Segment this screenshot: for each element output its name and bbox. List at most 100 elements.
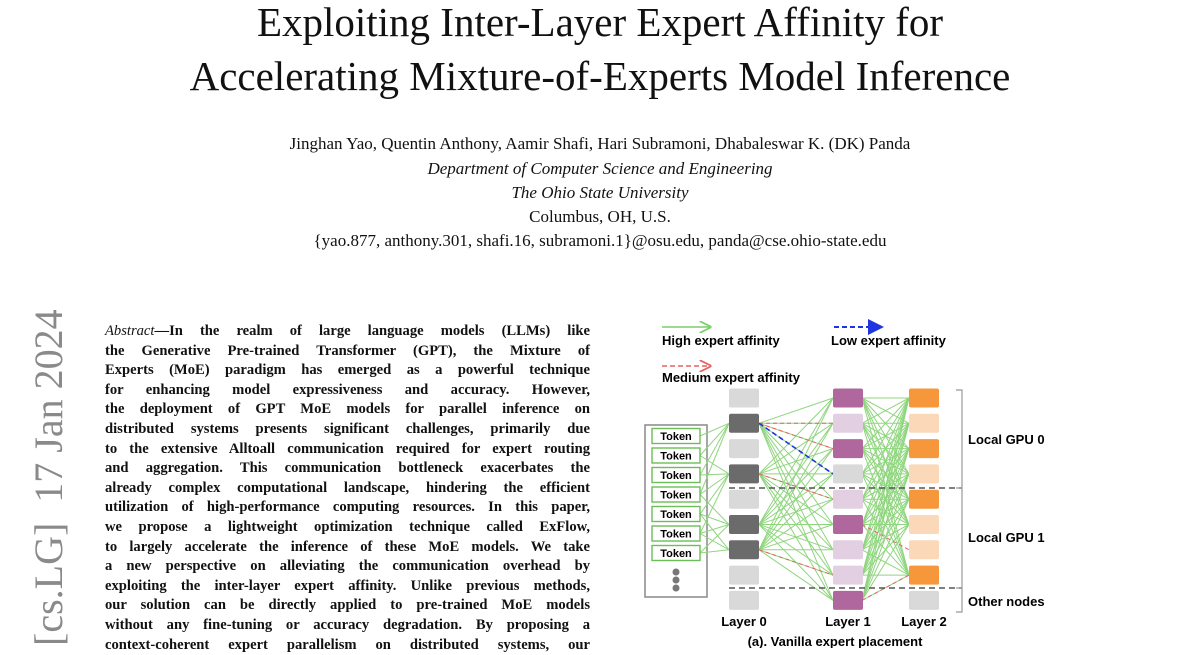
dot xyxy=(672,584,680,592)
token-label: Token xyxy=(660,490,692,502)
expert-node xyxy=(909,464,939,484)
token xyxy=(651,466,701,484)
token xyxy=(651,427,701,445)
expert-node xyxy=(909,540,939,560)
edge xyxy=(758,473,834,551)
token-label: Token xyxy=(660,431,692,443)
layer-label: Layer 2 xyxy=(901,614,947,629)
edge xyxy=(861,397,910,500)
edge xyxy=(861,498,910,601)
edge xyxy=(861,397,910,424)
abstract-text: and aggregation. This communication bott… xyxy=(105,460,590,477)
edge xyxy=(758,397,834,525)
expert-node xyxy=(833,413,863,433)
edge xyxy=(861,397,910,601)
legend-label: High expert affinity xyxy=(662,333,781,348)
abstract-text: the Generative Pre-trained Transformer (… xyxy=(105,342,590,359)
abstract-text: without any fine-tuning or accuracy degr… xyxy=(105,617,590,633)
edge xyxy=(699,473,730,476)
abstract-line: to the extensive Alltoall communication … xyxy=(105,440,590,460)
expert-node xyxy=(909,439,939,459)
edge xyxy=(861,448,910,601)
expert-node xyxy=(833,565,863,585)
caption: (a). Vanilla expert placement xyxy=(748,634,924,648)
edge xyxy=(758,448,834,551)
edge xyxy=(699,473,730,495)
token xyxy=(651,544,701,562)
edge xyxy=(861,397,910,475)
token-label: Token xyxy=(660,470,692,482)
abstract-text: our solution can be directly applied to … xyxy=(105,597,590,614)
abstract-text: we propose a lightweight optimization te… xyxy=(105,519,590,535)
edge xyxy=(699,455,730,475)
abstract-line: our solution can be directly applied to … xyxy=(105,596,590,616)
edge xyxy=(861,397,910,576)
dot xyxy=(672,568,680,576)
edge xyxy=(758,397,834,424)
edge xyxy=(758,549,834,576)
abstract-line: for enhancing model expressiveness and a… xyxy=(105,381,590,401)
edge xyxy=(699,473,730,534)
edge xyxy=(699,533,730,551)
edge xyxy=(758,422,834,450)
abstract-line: Experts (MoE) paradigm has emerged as a … xyxy=(105,361,590,381)
expert-node xyxy=(833,489,863,509)
expert-node xyxy=(729,590,759,610)
expert-node xyxy=(833,439,863,459)
expert-node xyxy=(729,439,759,459)
dot xyxy=(672,576,680,584)
legend-label: Low expert affinity xyxy=(831,333,947,348)
expert-node xyxy=(729,515,759,534)
edge xyxy=(861,574,910,601)
expert-node xyxy=(833,515,863,534)
abstract-text: for enhancing model expressiveness and a… xyxy=(105,381,590,398)
token-label: Token xyxy=(660,509,692,521)
abstract-text: —In the realm of large language models (… xyxy=(154,323,590,339)
location: Columbus, OH, U.S. xyxy=(529,207,671,226)
edge xyxy=(861,423,910,601)
emails: {yao.877, anthony.301, shafi.16, subramo… xyxy=(313,231,887,250)
abstract-line: the Generative Pre-trained Transformer (… xyxy=(105,342,590,362)
edge xyxy=(699,494,730,525)
abstract-line: utilization of high-performance computin… xyxy=(105,498,590,518)
expert-node xyxy=(909,413,939,433)
abstract-line: to largely accelerate the inference of t… xyxy=(105,538,590,558)
layer-label: Layer 1 xyxy=(825,614,871,629)
edge xyxy=(758,397,834,475)
edge xyxy=(699,524,730,554)
arxiv-stamp: [cs.LG] 17 Jan 2024 xyxy=(26,309,71,646)
title-line: Accelerating Mixture-of-Experts Model In… xyxy=(189,53,1011,99)
edge xyxy=(699,513,730,551)
edge xyxy=(699,423,730,495)
expert-node xyxy=(729,413,759,433)
expert-node xyxy=(729,464,759,484)
abstract-text: Experts (MoE) paradigm has emerged as a … xyxy=(105,362,590,379)
expert-node xyxy=(729,540,759,560)
edge xyxy=(758,549,834,601)
abstract-text: to largely accelerate the inference of t… xyxy=(105,538,590,555)
group-label: Local GPU 1 xyxy=(968,530,1045,545)
expert-node xyxy=(909,590,939,610)
abstract-line: exploiting the inter-layer expert affini… xyxy=(105,577,590,597)
abstract-text: exploiting the inter-layer expert affini… xyxy=(105,577,590,594)
edge xyxy=(758,498,834,551)
abstract-line: already complex computational landscape,… xyxy=(105,479,590,499)
edge xyxy=(699,513,730,525)
expert-node xyxy=(833,388,863,408)
expert-node xyxy=(729,565,759,585)
token xyxy=(651,505,701,523)
bracket xyxy=(956,389,963,613)
expert-node xyxy=(833,540,863,560)
abstract-text: utilization of high-performance computin… xyxy=(105,499,590,516)
abstract-line: a new perspective on alleviating the com… xyxy=(105,557,590,577)
edge xyxy=(758,422,834,475)
expert-node xyxy=(729,489,759,509)
edge xyxy=(699,422,730,437)
abstract-text: distributed systems presents significant… xyxy=(105,421,590,437)
abstract-line: and aggregation. This communication bott… xyxy=(105,459,590,479)
token-label: Token xyxy=(660,451,692,463)
abstract-label: Abstract xyxy=(105,323,155,339)
edge xyxy=(699,423,730,476)
